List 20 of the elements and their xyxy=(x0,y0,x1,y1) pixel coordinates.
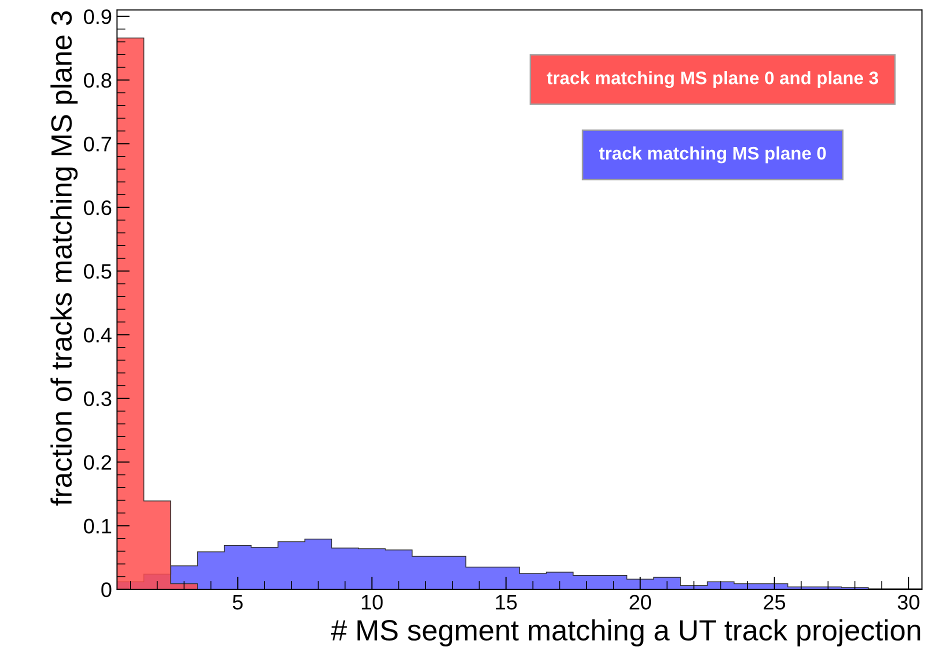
x-tick-label: 5 xyxy=(232,595,243,610)
y-tick-label: 0.1 xyxy=(84,518,112,534)
y-tick-label: 0.9 xyxy=(84,9,112,24)
y-tick-label: 0 xyxy=(101,582,112,598)
x-axis-title: # MS segment matching a UT track projection xyxy=(330,619,920,646)
y-tick-label: 0.8 xyxy=(84,73,112,88)
y-axis-title: fraction of tracks matching MS plane 3 xyxy=(50,11,78,506)
x-tick-label: 15 xyxy=(496,595,517,610)
y-tick-label: 0.7 xyxy=(84,136,112,152)
y-tick-label: 0.5 xyxy=(84,264,112,279)
y-tick-label: 0.3 xyxy=(84,391,112,406)
y-tick-label: 0.6 xyxy=(84,200,112,216)
x-tick-label: 30 xyxy=(898,594,920,610)
x-tick-label: 25 xyxy=(764,594,786,610)
text: track matching MS plane 0 and plane 3 xyxy=(546,71,878,88)
x-tick-label: 10 xyxy=(362,594,383,610)
x-tick-label: 20 xyxy=(630,594,651,610)
text: track matching MS plane 0 xyxy=(599,146,826,164)
y-tick-label: 0.2 xyxy=(84,455,112,470)
y-tick-label: 0.4 xyxy=(84,328,112,342)
